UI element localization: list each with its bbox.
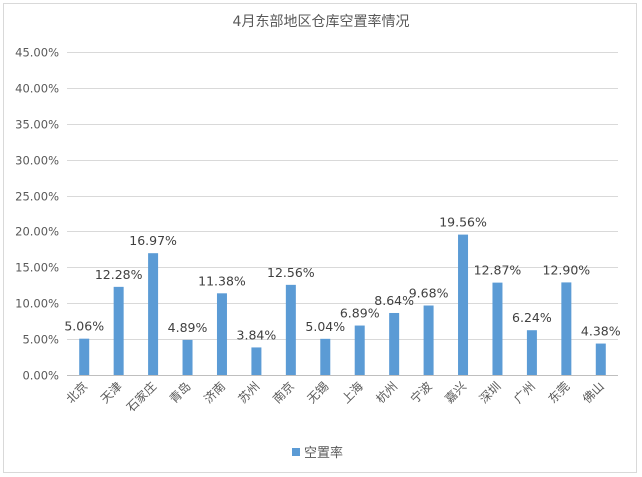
y-tick-label: 40.00% [15, 82, 59, 96]
y-tick-label: 45.00% [15, 46, 59, 60]
bar [251, 347, 262, 375]
x-category-label: 广州 [511, 379, 538, 406]
x-category-label: 宁波 [407, 379, 435, 407]
x-category-label: 济南 [201, 379, 229, 407]
x-category-label: 北京 [63, 379, 90, 406]
data-label: 9.68% [409, 286, 449, 301]
x-category-label: 南京 [269, 379, 297, 407]
bar [113, 286, 124, 375]
bar [561, 282, 572, 375]
data-label: 3.84% [237, 327, 277, 342]
bar [389, 312, 400, 375]
gridlines [67, 52, 618, 340]
bar [423, 305, 434, 375]
chart-title: 4月东部地区仓库空置率情况 [233, 13, 410, 30]
data-label: 4.38% [581, 324, 621, 339]
bar [79, 338, 90, 375]
y-tick-label: 15.00% [15, 261, 59, 275]
x-category-label: 嘉兴 [442, 379, 469, 406]
legend-swatch [292, 448, 300, 456]
data-label: 5.06% [64, 319, 104, 334]
data-labels: 5.06% 12.28% 16.97% 4.89% 11.38% 3.84% 12.56% 5… [64, 215, 620, 343]
bar [320, 338, 331, 375]
legend-label: 空置率 [304, 445, 343, 461]
chart-frame [3, 3, 637, 473]
y-tick-label: 10.00% [15, 297, 59, 311]
y-tick-label: 5.00% [22, 333, 59, 347]
x-category-label: 上海 [338, 379, 366, 407]
y-axis-ticks: 0.00% 5.00% 10.00% 15.00% 20.00% 25.00% 30.00%… [15, 46, 59, 383]
legend: 空置率 [292, 445, 343, 461]
data-label: 5.04% [305, 319, 345, 334]
data-label: 4.89% [168, 320, 208, 335]
x-category-label: 东莞 [546, 379, 573, 406]
x-category-label: 青岛 [166, 379, 194, 407]
y-tick-label: 0.00% [22, 369, 59, 383]
bar [458, 234, 469, 375]
data-label: 19.56% [439, 215, 487, 230]
data-label: 8.64% [374, 293, 414, 308]
bar [285, 284, 296, 375]
y-tick-label: 35.00% [15, 118, 59, 132]
bar [148, 253, 159, 375]
data-label: 12.90% [543, 262, 591, 277]
data-label: 12.56% [267, 265, 315, 280]
data-label: 6.89% [340, 306, 380, 321]
x-category-label: 苏州 [236, 379, 263, 406]
bar [354, 325, 365, 375]
x-category-label: 无锡 [304, 379, 332, 407]
bar [216, 293, 227, 375]
x-category-label: 石家庄 [123, 379, 159, 415]
x-axis-categories: 北京 天津 石家庄 青岛 济南 苏州 南京 无锡 上海 杭州 宁波 嘉兴 深圳 广州 东莞 佛山 [63, 379, 606, 415]
bar [526, 330, 537, 375]
x-category-label: 杭州 [373, 379, 401, 407]
x-category-label: 天津 [98, 379, 125, 406]
data-label: 12.87% [474, 263, 522, 278]
x-category-label: 佛山 [580, 379, 607, 406]
data-label: 16.97% [129, 233, 177, 248]
data-label: 12.28% [95, 267, 143, 282]
y-tick-label: 20.00% [15, 225, 59, 239]
y-tick-label: 25.00% [15, 190, 59, 204]
bars [79, 234, 606, 375]
data-label: 6.24% [512, 310, 552, 325]
bar [492, 282, 503, 375]
y-tick-label: 30.00% [15, 154, 59, 168]
x-category-label: 深圳 [477, 379, 504, 406]
bar [182, 339, 193, 375]
data-label: 11.38% [198, 273, 246, 288]
bar [595, 343, 606, 375]
